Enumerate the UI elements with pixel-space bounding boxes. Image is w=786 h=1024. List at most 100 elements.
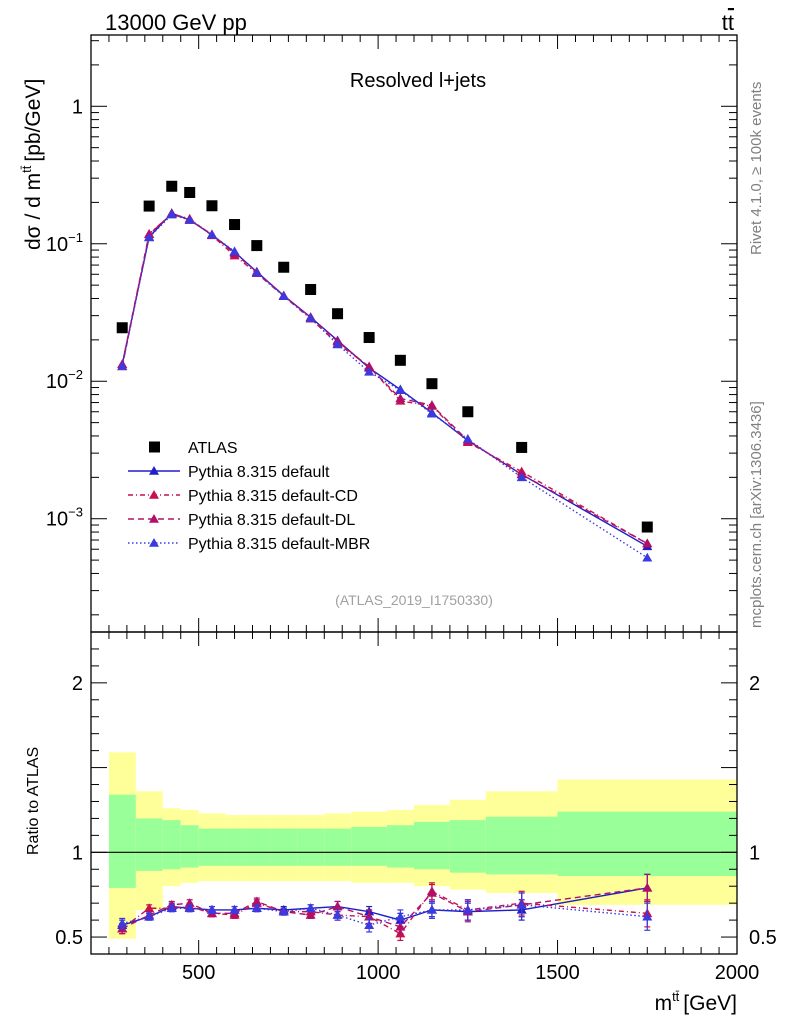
rivet-version-label: Rivet 4.1.0, ≥ 100k events <box>748 82 765 255</box>
ratio-marker <box>462 904 473 914</box>
ratio-series <box>117 873 653 942</box>
atlas-data-point <box>426 378 438 390</box>
header-right-tbar: t <box>728 10 734 35</box>
series-marker <box>117 361 128 370</box>
x-axis-label-sup: tt̄ <box>672 989 680 1004</box>
plot-title: Resolved l+jets <box>350 70 486 92</box>
mcplots-label: mcplots.cern.ch [arXiv:1306.3436] <box>748 401 765 628</box>
series-marker <box>395 385 406 395</box>
legend-label: Pythia 8.315 default-DL <box>188 512 355 529</box>
series-marker <box>642 538 653 548</box>
ratio-band-inner <box>324 828 352 866</box>
ratio-band-inner <box>485 816 558 875</box>
ratio-marker <box>332 901 343 911</box>
ratio-marker <box>332 910 343 919</box>
series-marker <box>426 408 437 418</box>
legend-marker <box>149 466 159 475</box>
atlas-data-point <box>184 186 196 198</box>
header-right-t1: t <box>722 10 728 35</box>
ratio-band-inner <box>135 818 163 871</box>
y-tick-label: 10−3 <box>46 505 83 531</box>
ratio-marker <box>516 899 527 909</box>
ratio-band-inner <box>108 794 136 888</box>
ratio-band-inner <box>180 825 199 868</box>
ratio-y-axis-label: Ratio to ATLAS <box>25 747 42 855</box>
series-marker <box>184 214 195 224</box>
series-marker <box>278 291 289 300</box>
ratio-marker <box>426 904 437 914</box>
atlas-data-point <box>229 219 241 231</box>
ratio-y-tick-label-right: 0.5 <box>749 927 777 949</box>
ratio-marker <box>144 911 155 921</box>
ratio-band-inner <box>225 828 244 866</box>
header-left-label: 13000 GeV pp <box>105 10 247 35</box>
atlas-data-point <box>166 180 178 192</box>
ratio-band-inner <box>557 811 737 877</box>
legend-marker-atlas <box>149 441 160 453</box>
x-axis-label-main: m <box>655 992 673 1015</box>
y-tick-label-base: 10 <box>46 371 68 393</box>
ratio-band-inner <box>162 820 181 870</box>
series-marker <box>364 361 375 371</box>
legend-marker <box>149 538 159 547</box>
series-marker <box>364 366 375 376</box>
ratio-marker <box>206 904 217 914</box>
y-axis-label-main: dσ / d m <box>22 173 45 250</box>
x-tick-label: 1500 <box>535 962 580 984</box>
ratio-series-line <box>122 887 648 926</box>
ratio-y-tick-label-right: 2 <box>749 673 760 695</box>
ratio-marker <box>395 921 406 931</box>
ratio-y-tick-label: 1 <box>72 842 83 864</box>
series-marker <box>462 434 473 443</box>
ratio-marker <box>229 904 240 914</box>
ratio-marker <box>426 887 437 897</box>
ratio-band-inner <box>297 828 325 866</box>
y-tick-label: 1 <box>72 96 83 118</box>
ratio-panel: 0.5 0.5 1 1 2 2 500 1000 1500 2000 Ratio to ATLAS… <box>25 631 777 1015</box>
ratio-band-inner <box>387 825 414 868</box>
ratio-marker <box>278 906 289 916</box>
series-marker <box>426 400 437 409</box>
ratio-marker <box>642 911 653 921</box>
atlas-data-point <box>394 354 406 366</box>
ratio-marker <box>251 903 262 912</box>
y-axis-label-unit: [pb/GeV] <box>22 79 45 162</box>
atlas-data-point <box>363 332 375 344</box>
ratio-marker <box>251 896 262 906</box>
atlas-data-point <box>251 240 263 252</box>
legend-marker <box>149 514 159 523</box>
series-marker <box>516 472 527 482</box>
y-tick-label-exp: −2 <box>68 367 83 382</box>
ratio-bands <box>108 752 737 939</box>
atlas-data-points <box>116 180 653 533</box>
series-marker <box>144 232 155 242</box>
ratio-marker <box>184 903 195 912</box>
ratio-marker <box>395 911 406 921</box>
ratio-marker <box>166 903 177 912</box>
series-marker <box>642 552 653 562</box>
atlas-data-point <box>332 308 344 320</box>
atlas-data-point <box>206 200 218 212</box>
y-tick-label-exp: −1 <box>68 230 83 245</box>
x-tick-label: 1000 <box>356 962 401 984</box>
atlas-data-point <box>516 441 528 453</box>
ratio-marker <box>144 903 155 912</box>
atlas-data-point <box>305 283 317 295</box>
atlas-data-point <box>462 406 474 418</box>
ratio-band-inner <box>449 820 486 873</box>
x-axis-label-unit: [GeV] <box>683 992 737 1015</box>
series-marker <box>166 209 177 219</box>
legend-label: Pythia 8.315 default-MBR <box>188 536 370 553</box>
series-marker <box>395 393 406 403</box>
ratio-series-line <box>121 890 648 935</box>
ratio-marker <box>117 918 128 928</box>
ratio-band-inner <box>351 826 388 866</box>
legend-label: Pythia 8.315 default-CD <box>188 488 358 505</box>
series-marker <box>332 339 343 349</box>
ratio-band-inner <box>198 828 226 866</box>
ratio-marker <box>364 920 375 929</box>
ratio-series-line <box>121 887 648 930</box>
series-marker <box>206 229 217 239</box>
y-axis-label: dσ / d mtt̄ [pb/GeV] <box>19 79 45 250</box>
